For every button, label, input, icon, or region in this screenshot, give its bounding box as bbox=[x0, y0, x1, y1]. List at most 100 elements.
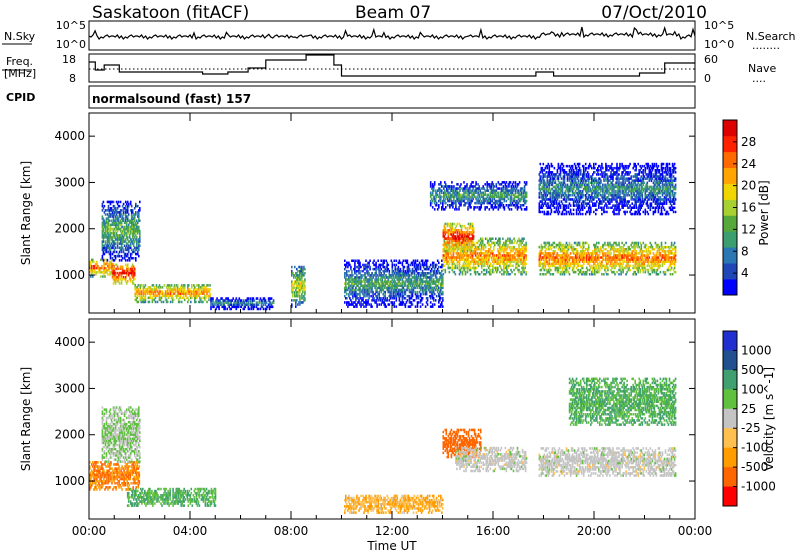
power-echo-cell bbox=[517, 191, 520, 194]
power-echo-cell bbox=[480, 195, 482, 199]
power-echo-cell bbox=[302, 280, 304, 283]
power-echo-cell bbox=[189, 288, 191, 291]
power-echo-cell bbox=[429, 286, 432, 290]
power-echo-cell bbox=[114, 223, 117, 227]
power-echo-cell bbox=[138, 219, 140, 222]
power-echo-cell bbox=[371, 280, 373, 283]
power-echo-cell bbox=[110, 207, 113, 210]
power-echo-cell bbox=[386, 297, 388, 300]
power-echo-cell bbox=[490, 187, 493, 190]
power-echo-cell bbox=[464, 237, 467, 240]
power-echo-cell bbox=[412, 276, 415, 279]
power-echo-cell bbox=[512, 189, 515, 192]
power-echo-cell bbox=[462, 245, 465, 249]
power-echo-cell bbox=[433, 197, 436, 201]
power-echo-cell bbox=[480, 245, 483, 249]
power-echo-cell bbox=[415, 276, 418, 279]
power-echo-cell bbox=[457, 239, 460, 242]
power-echo-cell bbox=[429, 195, 432, 199]
power-echo-cell bbox=[421, 286, 424, 290]
power-echo-cell bbox=[348, 276, 350, 279]
power-echo-cell bbox=[508, 183, 511, 186]
power-echo-cell bbox=[457, 191, 459, 194]
power-echo-cell bbox=[492, 252, 494, 255]
power-echo-cell bbox=[554, 262, 557, 265]
power-echo-cell bbox=[428, 282, 431, 285]
power-echo-cell bbox=[436, 259, 439, 262]
power-echo-cell bbox=[458, 195, 460, 199]
power-echo-cell bbox=[130, 265, 133, 268]
power-echo-cell bbox=[474, 262, 477, 265]
power-echo-cell bbox=[597, 270, 599, 274]
power-echo-cell bbox=[443, 231, 446, 234]
power-echo-cell bbox=[172, 290, 175, 293]
power-echo-cell bbox=[489, 243, 491, 247]
power-echo-cell bbox=[489, 264, 491, 268]
power-echo-cell bbox=[151, 298, 154, 302]
power-echo-cell bbox=[514, 195, 517, 199]
power-echo-cell bbox=[268, 299, 271, 302]
power-echo-cell bbox=[525, 241, 527, 245]
power-echo-cell bbox=[509, 241, 511, 245]
power-echo-cell bbox=[123, 254, 126, 258]
power-echo-cell bbox=[142, 292, 145, 295]
power-echo-cell bbox=[478, 187, 480, 190]
power-echo-cell bbox=[488, 208, 491, 211]
power-echo-cell bbox=[111, 209, 114, 212]
power-echo-cell bbox=[393, 278, 396, 281]
power-echo-cell bbox=[115, 278, 118, 281]
power-echo-cell bbox=[471, 256, 474, 259]
power-echo-cell bbox=[606, 273, 608, 276]
power-echo-cell bbox=[552, 256, 555, 259]
power-echo-cell bbox=[479, 201, 481, 205]
power-echo-cell bbox=[102, 244, 105, 247]
power-echo-cell bbox=[291, 290, 293, 294]
power-echo-cell bbox=[406, 274, 409, 277]
power-echo-cell bbox=[117, 273, 120, 277]
power-echo-cell bbox=[485, 268, 488, 272]
power-echo-cell bbox=[158, 290, 161, 293]
power-echo-cell bbox=[117, 217, 120, 220]
power-echo-cell bbox=[455, 252, 458, 255]
power-echo-cell bbox=[218, 305, 220, 309]
power-echo-cell bbox=[436, 280, 439, 283]
power-echo-cell bbox=[359, 263, 361, 267]
frequency-label-line2: [MHz] bbox=[4, 67, 36, 80]
power-echo-cell bbox=[461, 195, 463, 199]
power-echo-cell bbox=[572, 268, 575, 272]
power-echo-cell bbox=[295, 280, 297, 283]
power-echo-cell bbox=[450, 204, 452, 207]
power-echo-cell bbox=[125, 248, 128, 252]
power-echo-cell bbox=[428, 280, 431, 283]
power-echo-cell bbox=[346, 269, 348, 273]
power-echo-cell bbox=[480, 193, 482, 197]
power-echo-cell bbox=[90, 262, 92, 266]
power-echo-cell bbox=[493, 270, 495, 274]
power-echo-cell bbox=[114, 219, 117, 222]
power-echo-cell bbox=[556, 268, 559, 272]
power-echo-cell bbox=[431, 191, 434, 194]
power-echo-cell bbox=[464, 262, 467, 265]
power-echo-cell bbox=[516, 185, 519, 188]
power-echo-cell bbox=[356, 278, 358, 281]
power-echo-cell bbox=[594, 248, 596, 251]
power-echo-cell bbox=[133, 267, 136, 271]
power-echo-cell bbox=[391, 282, 394, 285]
power-echo-cell bbox=[213, 305, 215, 309]
power-echo-cell bbox=[431, 280, 434, 283]
power-echo-cell bbox=[200, 298, 202, 302]
power-echo-cell bbox=[131, 217, 134, 220]
power-echo-cell bbox=[362, 263, 364, 267]
power-echo-cell bbox=[114, 209, 117, 212]
power-echo-cell bbox=[401, 303, 404, 306]
power-echo-cell bbox=[466, 262, 469, 265]
power-echo-cell bbox=[401, 280, 404, 283]
power-echo-cell bbox=[387, 303, 390, 306]
power-echo-cell bbox=[367, 299, 369, 302]
power-echo-cell bbox=[432, 272, 435, 275]
power-echo-cell bbox=[398, 269, 401, 273]
power-echo-cell bbox=[102, 234, 105, 237]
power-echo-cell bbox=[135, 290, 138, 293]
power-echo-cell bbox=[127, 257, 130, 260]
power-echo-cell bbox=[376, 294, 378, 298]
